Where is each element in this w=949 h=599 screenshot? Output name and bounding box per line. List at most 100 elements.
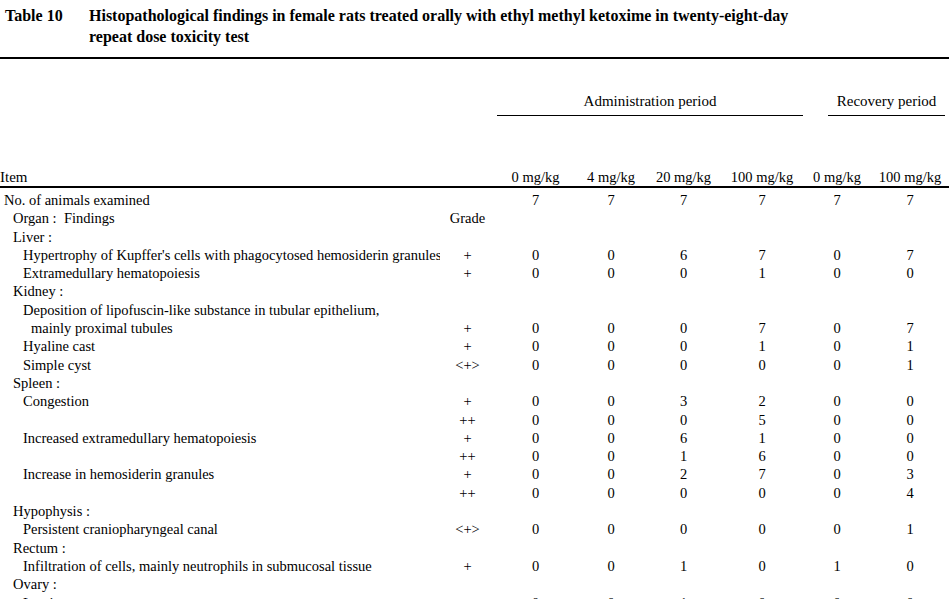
- item-cell: Deposition of lipofuscin-like substance …: [0, 301, 440, 319]
- table-row: Hypertrophy of Kupffer's cells with phag…: [0, 246, 949, 264]
- table-row: Increased extramedullary hematopoiesis+0…: [0, 429, 949, 447]
- value-cell: 0: [576, 520, 646, 538]
- administration-period-label: Administration period: [497, 93, 803, 116]
- item-column-header: Item: [0, 58, 495, 187]
- value-cell: [803, 502, 871, 520]
- table-title-text: Histopathological findings in female rat…: [89, 5, 943, 47]
- value-cell: 2: [721, 392, 803, 410]
- table-title-line-2: repeat dose toxicity test: [89, 26, 943, 47]
- value-cell: [803, 209, 871, 227]
- item-cell: Hypophysis :: [0, 502, 440, 520]
- value-cell: [871, 282, 949, 300]
- value-cell: 7: [721, 187, 803, 209]
- value-cell: [646, 301, 721, 319]
- value-cell: 0: [721, 594, 803, 599]
- grade-cell: +: [440, 264, 495, 282]
- value-cell: 0: [576, 356, 646, 374]
- item-cell: Liver :: [0, 228, 440, 246]
- value-cell: [576, 209, 646, 227]
- dose-column-header: 0 mg/kg: [803, 150, 871, 187]
- value-cell: 7: [646, 187, 721, 209]
- value-cell: [576, 575, 646, 593]
- table-row: ++001600: [0, 447, 949, 465]
- table-number-label: Table 10: [5, 5, 89, 26]
- value-cell: [803, 282, 871, 300]
- value-cell: 0: [803, 411, 871, 429]
- value-cell: 0: [495, 557, 576, 575]
- value-cell: [495, 374, 576, 392]
- value-cell: 6: [646, 429, 721, 447]
- value-cell: 0: [803, 319, 871, 337]
- value-cell: 1: [646, 557, 721, 575]
- value-cell: 1: [871, 356, 949, 374]
- value-cell: 0: [576, 411, 646, 429]
- grade-cell: [440, 301, 495, 319]
- value-cell: [871, 575, 949, 593]
- grade-cell: +: [440, 319, 495, 337]
- table-row: Persistent craniopharyngeal canal<+>0000…: [0, 520, 949, 538]
- item-cell: Extramedullary hematopoiesis: [0, 264, 440, 282]
- value-cell: 3: [871, 465, 949, 483]
- item-cell: Hypertrophy of Kupffer's cells with phag…: [0, 246, 440, 264]
- value-cell: [576, 301, 646, 319]
- value-cell: [803, 374, 871, 392]
- value-cell: 0: [576, 557, 646, 575]
- value-cell: 0: [576, 392, 646, 410]
- value-cell: 0: [495, 484, 576, 502]
- value-cell: 1: [871, 520, 949, 538]
- item-cell: Persistent craniopharyngeal canal: [0, 520, 440, 538]
- value-cell: [646, 502, 721, 520]
- value-cell: 3: [646, 392, 721, 410]
- value-cell: 0: [871, 557, 949, 575]
- value-cell: 7: [721, 246, 803, 264]
- value-cell: 1: [871, 337, 949, 355]
- table-row: mainly proximal tubules+000707: [0, 319, 949, 337]
- grade-cell: Grade: [440, 209, 495, 227]
- value-cell: [646, 282, 721, 300]
- value-cell: 1: [721, 429, 803, 447]
- value-cell: [576, 539, 646, 557]
- item-cell: Infiltration of cells, mainly neutrophil…: [0, 557, 440, 575]
- value-cell: 0: [646, 411, 721, 429]
- item-cell: [0, 484, 440, 502]
- value-cell: 1: [646, 447, 721, 465]
- grade-cell: +: [440, 465, 495, 483]
- value-cell: 0: [576, 429, 646, 447]
- table-row: Rectum :: [0, 539, 949, 557]
- value-cell: [495, 228, 576, 246]
- value-cell: 7: [495, 187, 576, 209]
- value-cell: 0: [495, 429, 576, 447]
- item-cell: Rectum :: [0, 539, 440, 557]
- value-cell: 7: [721, 465, 803, 483]
- histopathology-table: Item Administration period Recovery peri…: [0, 57, 949, 599]
- value-cell: 0: [646, 264, 721, 282]
- table-row: Simple cyst<+>000001: [0, 356, 949, 374]
- value-cell: [576, 282, 646, 300]
- table-row: Hypophysis :: [0, 502, 949, 520]
- grade-cell: <+>: [440, 520, 495, 538]
- table-row: Extramedullary hematopoiesis+000100: [0, 264, 949, 282]
- grade-cell: +: [440, 392, 495, 410]
- value-cell: 0: [646, 484, 721, 502]
- value-cell: 0: [646, 319, 721, 337]
- table-row: Congestion+003200: [0, 392, 949, 410]
- value-cell: [721, 374, 803, 392]
- value-cell: 0: [803, 429, 871, 447]
- value-cell: 0: [871, 411, 949, 429]
- table-row: ++000004: [0, 484, 949, 502]
- value-cell: 0: [871, 392, 949, 410]
- column-group-row: Item Administration period Recovery peri…: [0, 58, 949, 150]
- item-cell: Spleen :: [0, 374, 440, 392]
- table-row: Lutein cyst<+>001000: [0, 594, 949, 599]
- value-cell: 0: [721, 484, 803, 502]
- value-cell: 0: [576, 447, 646, 465]
- value-cell: 0: [803, 594, 871, 599]
- dose-column-header: 100 mg/kg: [871, 150, 949, 187]
- table-row: ++000500: [0, 411, 949, 429]
- value-cell: 0: [871, 594, 949, 599]
- value-cell: [495, 282, 576, 300]
- value-cell: 1: [721, 337, 803, 355]
- value-cell: 0: [495, 411, 576, 429]
- value-cell: 0: [646, 520, 721, 538]
- value-cell: 6: [721, 447, 803, 465]
